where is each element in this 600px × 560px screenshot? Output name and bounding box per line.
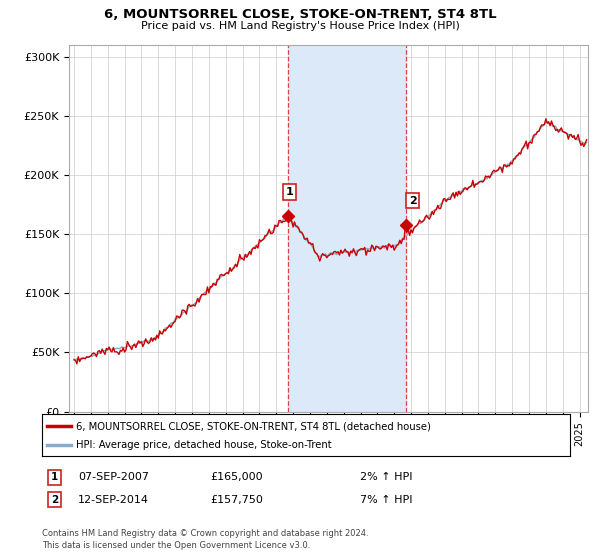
6, MOUNTSORREL CLOSE, STOKE-ON-TRENT, ST4 8TL (detached house) (451, 195, 458, 202)
6, MOUNTSORREL CLOSE, STOKE-ON-TRENT, ST4 8TL (detached house) (349, 249, 356, 256)
6, MOUNTSORREL CLOSE, STOKE-ON-TRENT, ST4 8TL (detached house) (122, 346, 130, 353)
Text: 1: 1 (51, 472, 58, 482)
HPI: Average price, detached house, Stoke-on-Trent: (2.03e+03, 2.28e+05): Average price, detached house, Stoke-on-… (583, 139, 590, 146)
Text: Price paid vs. HM Land Registry's House Price Index (HPI): Price paid vs. HM Land Registry's House … (140, 21, 460, 31)
HPI: Average price, detached house, Stoke-on-Trent: (2.01e+03, 1.36e+05): Average price, detached house, Stoke-on-… (349, 248, 356, 254)
Text: £157,750: £157,750 (210, 494, 263, 505)
HPI: Average price, detached house, Stoke-on-Trent: (2.02e+03, 1.82e+05): Average price, detached house, Stoke-on-… (451, 193, 458, 199)
HPI: Average price, detached house, Stoke-on-Trent: (2.02e+03, 1.65e+05): Average price, detached house, Stoke-on-… (423, 213, 430, 220)
Text: Contains HM Land Registry data © Crown copyright and database right 2024.
This d: Contains HM Land Registry data © Crown c… (42, 529, 368, 550)
Text: £165,000: £165,000 (210, 472, 263, 482)
HPI: Average price, detached house, Stoke-on-Trent: (2e+03, 6.72e+04): Average price, detached house, Stoke-on-… (159, 329, 166, 335)
Text: 07-SEP-2007: 07-SEP-2007 (78, 472, 149, 482)
6, MOUNTSORREL CLOSE, STOKE-ON-TRENT, ST4 8TL (detached house) (423, 212, 430, 218)
Text: 7% ↑ HPI: 7% ↑ HPI (360, 494, 413, 505)
Line: 6, MOUNTSORREL CLOSE, STOKE-ON-TRENT, ST4 8TL (detached house): 6, MOUNTSORREL CLOSE, STOKE-ON-TRENT, ST… (74, 119, 587, 364)
HPI: Average price, detached house, Stoke-on-Trent: (2.02e+03, 2.45e+05): Average price, detached house, Stoke-on-… (542, 118, 550, 125)
HPI: Average price, detached house, Stoke-on-Trent: (2e+03, 4.44e+04): Average price, detached house, Stoke-on-… (70, 356, 77, 362)
Text: 2% ↑ HPI: 2% ↑ HPI (360, 472, 413, 482)
6, MOUNTSORREL CLOSE, STOKE-ON-TRENT, ST4 8TL (detached house) (159, 330, 166, 337)
Text: 2: 2 (51, 494, 58, 505)
Text: HPI: Average price, detached house, Stoke-on-Trent: HPI: Average price, detached house, Stok… (76, 440, 332, 450)
HPI: Average price, detached house, Stoke-on-Trent: (2e+03, 5.42e+04): Average price, detached house, Stoke-on-… (122, 344, 130, 351)
6, MOUNTSORREL CLOSE, STOKE-ON-TRENT, ST4 8TL (detached house) (583, 136, 590, 143)
6, MOUNTSORREL CLOSE, STOKE-ON-TRENT, ST4 8TL (detached house) (177, 312, 184, 319)
Text: 6, MOUNTSORREL CLOSE, STOKE-ON-TRENT, ST4 8TL (detached house): 6, MOUNTSORREL CLOSE, STOKE-ON-TRENT, ST… (76, 421, 431, 431)
Bar (287, 45, 406, 412)
Text: 1: 1 (286, 187, 293, 197)
6, MOUNTSORREL CLOSE, STOKE-ON-TRENT, ST4 8TL (detached house) (73, 361, 80, 367)
HPI: Average price, detached house, Stoke-on-Trent: (2e+03, 4.32e+04): Average price, detached house, Stoke-on-… (76, 357, 83, 364)
Text: 12-SEP-2014: 12-SEP-2014 (78, 494, 149, 505)
Line: HPI: Average price, detached house, Stoke-on-Trent: HPI: Average price, detached house, Stok… (74, 122, 587, 361)
Text: 6, MOUNTSORREL CLOSE, STOKE-ON-TRENT, ST4 8TL: 6, MOUNTSORREL CLOSE, STOKE-ON-TRENT, ST… (104, 8, 496, 21)
HPI: Average price, detached house, Stoke-on-Trent: (2e+03, 8.11e+04): Average price, detached house, Stoke-on-… (177, 312, 184, 319)
Text: 2: 2 (409, 195, 416, 206)
6, MOUNTSORREL CLOSE, STOKE-ON-TRENT, ST4 8TL (detached house) (70, 357, 77, 363)
6, MOUNTSORREL CLOSE, STOKE-ON-TRENT, ST4 8TL (detached house) (542, 115, 550, 122)
